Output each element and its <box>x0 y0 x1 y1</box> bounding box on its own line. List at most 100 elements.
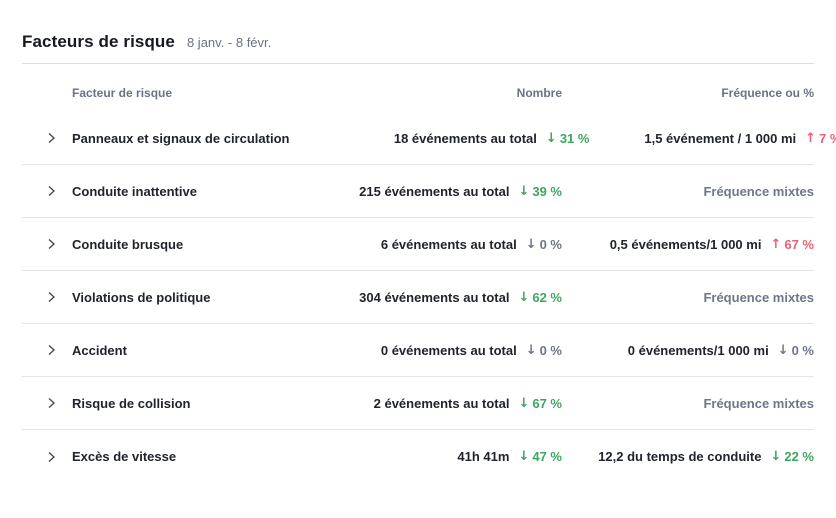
trend-arrow-icon <box>518 185 529 198</box>
frequency-mixed-label: Fréquence mixtes <box>703 183 814 199</box>
trend-arrow-icon <box>770 238 781 251</box>
change-indicator: 67 % <box>770 237 814 252</box>
count-cell: 18 événements au total 31 % <box>289 130 590 146</box>
risk-factors-panel: Facteurs de risque 8 janv. - 8 févr. Fac… <box>0 0 836 483</box>
trend-arrow-icon <box>526 344 537 357</box>
page-title: Facteurs de risque <box>22 32 175 51</box>
change-indicator: 0 % <box>526 237 562 252</box>
count-cell: 215 événements au total 39 % <box>262 184 562 199</box>
count-value: 0 événements au total <box>380 342 517 358</box>
table-row[interactable]: Violations de politique 304 événements a… <box>22 271 814 324</box>
count-value: 215 événements au total <box>359 183 510 199</box>
change-indicator: 22 % <box>770 449 814 464</box>
expand-cell <box>22 236 72 252</box>
change-percent: 7 % <box>819 130 836 146</box>
table-row[interactable]: Conduite inattentive 215 événements au t… <box>22 165 814 218</box>
frequency-cell: 0,5 événements/1 000 mi 67 % <box>562 237 814 252</box>
frequency-cell: Fréquence mixtes <box>562 396 814 411</box>
change-percent: 67 % <box>532 395 562 411</box>
expand-row-button[interactable] <box>44 395 59 411</box>
expand-cell <box>22 342 72 358</box>
chevron-right-icon <box>48 345 55 355</box>
expand-row-button[interactable] <box>44 449 59 465</box>
frequency-value: 1,5 événement / 1 000 mi <box>644 130 797 146</box>
frequency-cell: Fréquence mixtes <box>562 184 814 199</box>
title-divider <box>22 63 814 64</box>
change-percent: 0 % <box>539 342 562 358</box>
trend-arrow-icon <box>778 344 789 357</box>
chevron-right-icon <box>48 292 55 302</box>
change-indicator: 31 % <box>546 131 590 146</box>
expand-cell <box>22 395 72 411</box>
risk-factor-label: Panneaux et signaux de circulation <box>72 130 290 146</box>
trend-arrow-icon <box>805 132 816 145</box>
frequency-cell: 0 événements/1 000 mi 0 % <box>562 343 814 358</box>
column-header-count: Nombre <box>516 86 562 100</box>
change-percent: 67 % <box>784 236 814 252</box>
expand-cell <box>22 183 72 199</box>
change-percent: 22 % <box>784 449 814 464</box>
count-value: 41h 41m <box>457 449 510 464</box>
chevron-right-icon <box>48 239 55 249</box>
chevron-right-icon <box>48 133 55 143</box>
frequency-mixed-label: Fréquence mixtes <box>703 395 814 411</box>
change-percent: 0 % <box>791 342 814 358</box>
trend-arrow-icon <box>518 397 529 410</box>
table-row[interactable]: Panneaux et signaux de circulation 18 év… <box>22 112 836 165</box>
frequency-value: 12,2 du temps de conduite <box>598 449 762 464</box>
date-range: 8 janv. - 8 févr. <box>186 35 272 50</box>
chevron-right-icon <box>48 186 55 196</box>
count-value: 2 événements au total <box>373 395 510 411</box>
expand-cell <box>22 449 72 465</box>
expand-row-button[interactable] <box>44 236 59 252</box>
count-cell: 0 événements au total 0 % <box>262 343 562 358</box>
risk-factor-label: Conduite inattentive <box>72 183 197 199</box>
frequency-cell: 1,5 événement / 1 000 mi 7 % <box>589 131 836 146</box>
change-indicator: 0 % <box>526 343 562 358</box>
frequency-value: 0 événements/1 000 mi <box>627 342 769 358</box>
trend-arrow-icon <box>518 450 529 463</box>
expand-row-button[interactable] <box>44 289 59 305</box>
change-indicator: 39 % <box>518 184 562 199</box>
change-percent: 39 % <box>532 183 562 199</box>
change-indicator: 0 % <box>778 343 814 358</box>
chevron-right-icon <box>48 451 55 462</box>
risk-factor-label: Violations de politique <box>72 289 211 305</box>
trend-arrow-icon <box>518 291 529 304</box>
risk-factor-label: Risque de collision <box>72 395 191 411</box>
column-header-factor: Facteur de risque <box>72 86 173 100</box>
change-indicator: 47 % <box>518 449 562 464</box>
expand-row-button[interactable] <box>44 183 59 199</box>
expand-row-button[interactable] <box>44 130 59 146</box>
expand-cell <box>22 289 72 305</box>
frequency-cell: Fréquence mixtes <box>562 290 814 305</box>
table-row[interactable]: Accident 0 événements au total 0 % 0 évé… <box>22 324 814 377</box>
table-header-row: Facteur de risque Nombre Fréquence ou % <box>22 64 814 112</box>
change-indicator: 7 % <box>805 131 836 146</box>
risk-factor-label: Conduite brusque <box>72 236 184 252</box>
change-percent: 62 % <box>532 289 562 305</box>
count-value: 304 événements au total <box>359 289 510 305</box>
trend-arrow-icon <box>546 132 557 145</box>
change-percent: 0 % <box>539 236 562 252</box>
count-cell: 304 événements au total 62 % <box>262 290 562 305</box>
chevron-right-icon <box>48 398 55 408</box>
expand-cell <box>22 130 72 146</box>
count-value: 6 événements au total <box>380 236 517 252</box>
count-value: 18 événements au total <box>393 130 537 146</box>
table-row[interactable]: Conduite brusque 6 événements au total 0… <box>22 218 814 271</box>
count-cell: 6 événements au total 0 % <box>262 237 562 252</box>
change-indicator: 67 % <box>518 396 562 411</box>
risk-factor-label: Excès de vitesse <box>72 449 177 464</box>
change-percent: 47 % <box>532 449 562 464</box>
count-cell: 41h 41m 47 % <box>262 449 562 464</box>
expand-row-button[interactable] <box>44 342 59 358</box>
frequency-value: 0,5 événements/1 000 mi <box>609 236 762 252</box>
table-row[interactable]: Excès de vitesse 41h 41m 47 % 12,2 du te… <box>22 430 814 483</box>
frequency-mixed-label: Fréquence mixtes <box>703 289 814 305</box>
panel-header: Facteurs de risque 8 janv. - 8 févr. <box>22 0 814 63</box>
column-header-frequency: Fréquence ou % <box>721 86 814 100</box>
table-row[interactable]: Risque de collision 2 événements au tota… <box>22 377 814 430</box>
risk-factor-label: Accident <box>72 342 127 358</box>
change-percent: 31 % <box>559 130 590 146</box>
